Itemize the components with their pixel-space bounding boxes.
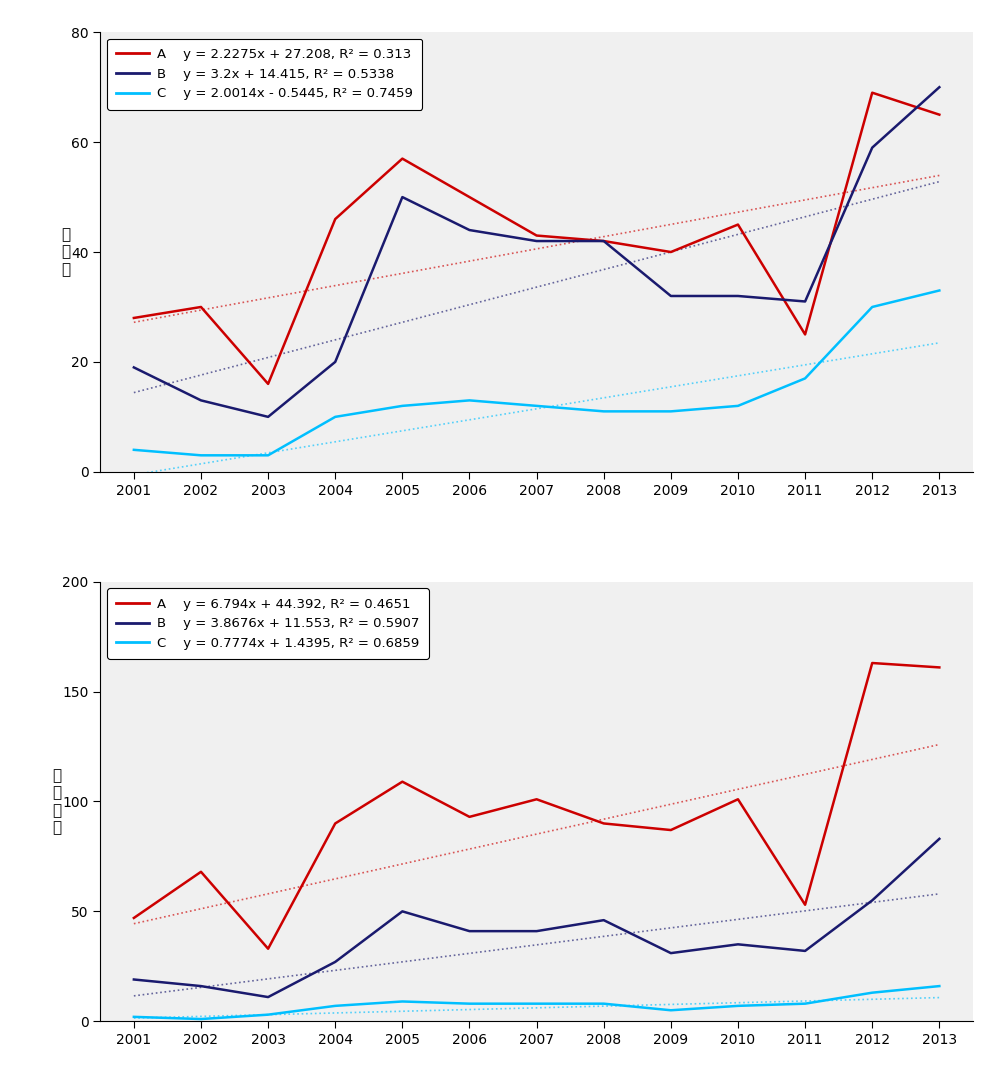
Y-axis label: 만
발
생
률: 만 발 생 률 — [52, 768, 61, 835]
Y-axis label: 발
생
수: 발 생 수 — [61, 227, 70, 277]
Legend: A    y = 2.2275x + 27.208, R² = 0.313, B    y = 3.2x + 14.415, R² = 0.5338, C   : A y = 2.2275x + 27.208, R² = 0.313, B y … — [107, 39, 422, 110]
Legend: A    y = 6.794x + 44.392, R² = 0.4651, B    y = 3.8676x + 11.553, R² = 0.5907, C: A y = 6.794x + 44.392, R² = 0.4651, B y … — [107, 588, 428, 659]
